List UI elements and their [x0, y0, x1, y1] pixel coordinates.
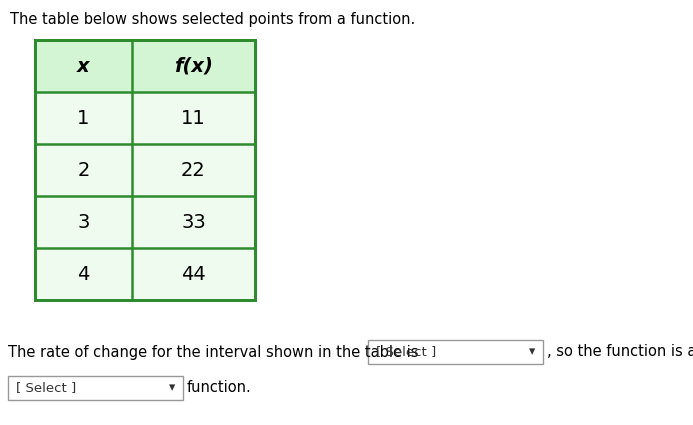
Text: 4: 4: [77, 264, 89, 283]
Text: The table below shows selected points from a function.: The table below shows selected points fr…: [10, 12, 415, 27]
Bar: [368, 340, 543, 364]
Text: The rate of change for the interval shown in the table is: The rate of change for the interval show…: [8, 345, 419, 360]
Text: x: x: [77, 57, 89, 76]
Text: [ Select ]: [ Select ]: [16, 382, 76, 394]
Bar: [35, 92, 255, 144]
Text: ▾: ▾: [529, 346, 535, 359]
Bar: [8, 376, 183, 400]
Text: ▾: ▾: [169, 382, 175, 394]
Text: [ Select ]: [ Select ]: [376, 346, 437, 359]
Text: function.: function.: [187, 380, 252, 396]
Bar: [35, 40, 255, 300]
Text: 2: 2: [77, 161, 89, 179]
Bar: [35, 144, 255, 196]
Text: 1: 1: [77, 108, 89, 128]
Text: 22: 22: [181, 161, 206, 179]
Bar: [35, 248, 255, 300]
Text: 33: 33: [181, 212, 206, 232]
Text: , so the function is a: , so the function is a: [547, 345, 693, 360]
Text: f(x): f(x): [174, 57, 213, 76]
Bar: [35, 40, 255, 92]
Text: 11: 11: [181, 108, 206, 128]
Text: 3: 3: [77, 212, 89, 232]
Text: 44: 44: [181, 264, 206, 283]
Bar: [35, 196, 255, 248]
